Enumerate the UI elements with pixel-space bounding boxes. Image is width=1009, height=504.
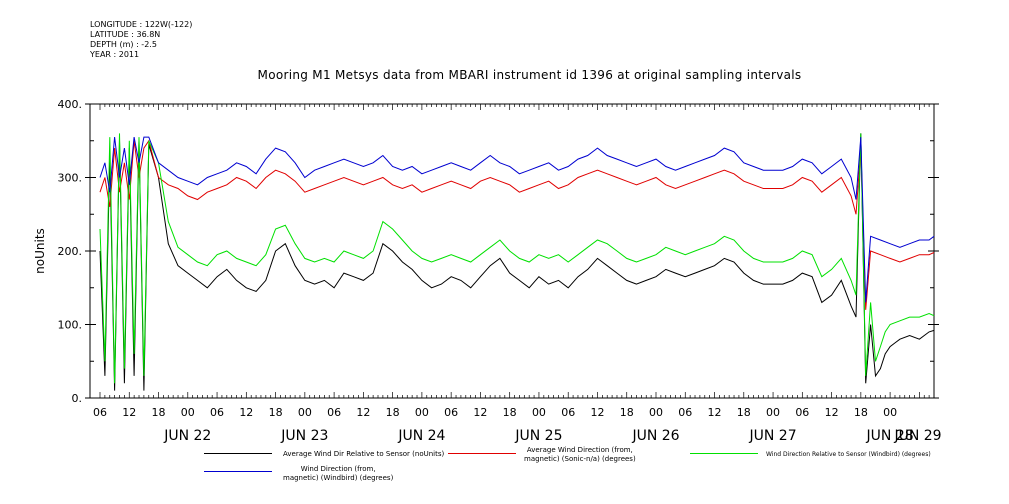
x-tick-label: 00 (649, 406, 663, 419)
x-tick-label: 12 (473, 406, 487, 419)
legend-label-red-line1: Average Wind Direction (from, (526, 446, 633, 454)
x-tick-label: 06 (444, 406, 458, 419)
x-tick-label: 18 (386, 406, 400, 419)
x-tick-label: 06 (93, 406, 107, 419)
y-tick-label: 400. (58, 98, 83, 111)
latitude-label: LATITUDE : 36.8N (90, 30, 161, 39)
x-tick-label: 18 (737, 406, 751, 419)
x-tick-label: 06 (327, 406, 341, 419)
legend-label-red-line2: magnetic) (Sonic-n/a) (degrees) (524, 455, 636, 463)
legend-label-black: Average Wind Dir Relative to Sensor (noU… (283, 450, 445, 458)
x-tick-label: 06 (561, 406, 575, 419)
legend-label-blue-line2: magnetic) (Windbird) (degrees) (283, 474, 394, 482)
x-tick-label: 12 (356, 406, 370, 419)
x-tick-label: 18 (620, 406, 634, 419)
chart-title: Mooring M1 Metsys data from MBARI instru… (257, 68, 802, 82)
x-tick-label: 00 (883, 406, 897, 419)
x-tick-label: 12 (825, 406, 839, 419)
x-tick-label: 00 (532, 406, 546, 419)
year-label: YEAR : 2011 (90, 50, 140, 59)
legend-label-blue-line1: Wind Direction (from, (300, 465, 376, 473)
x-tick-label: 18 (854, 406, 868, 419)
plot-frame (89, 103, 935, 399)
x-tick-label: 12 (122, 406, 136, 419)
x-day-label: JUN 22 (163, 428, 211, 444)
legend-label-green: Wind Direction Relative to Sensor (Windb… (766, 451, 931, 458)
x-tick-label: 06 (210, 406, 224, 419)
x-tick-label: 18 (503, 406, 517, 419)
series-line-2 (99, 133, 935, 384)
x-tick-label: 06 (678, 406, 692, 419)
series-line-3 (99, 136, 935, 303)
legend-swatch-green (690, 453, 758, 454)
x-tick-label: 18 (269, 406, 283, 419)
x-day-label: JUN 26 (631, 428, 679, 444)
y-axis-label: noUnits (33, 228, 47, 274)
legend-label-blue: Wind Direction (from, magnetic) (Windbir… (283, 465, 393, 483)
x-day-label: JUN 28 (866, 428, 914, 444)
y-tick-label: 100. (58, 319, 83, 332)
x-tick-label: 12 (239, 406, 253, 419)
x-tick-label: 12 (708, 406, 722, 419)
legend-swatch-black (204, 453, 272, 454)
x-day-label: JUN 24 (397, 428, 445, 444)
x-tick-label: 00 (181, 406, 195, 419)
x-tick-label: 00 (298, 406, 312, 419)
y-tick-label: 0. (72, 392, 83, 405)
x-day-label: JUN 25 (514, 428, 562, 444)
x-tick-label: 06 (795, 406, 809, 419)
series-line-0 (99, 133, 935, 391)
x-day-label: JUN 27 (748, 428, 796, 444)
longitude-label: LONGITUDE : 122W(-122) (90, 20, 193, 29)
x-tick-label: 18 (152, 406, 166, 419)
x-day-label: JUN 23 (280, 428, 328, 444)
series-line-1 (99, 139, 935, 310)
x-day-label: JUN 29 (893, 428, 941, 444)
legend-swatch-red (448, 453, 516, 454)
metadata-block: LONGITUDE : 122W(-122) LATITUDE : 36.8N … (90, 20, 192, 60)
x-tick-label: 12 (590, 406, 604, 419)
y-tick-label: 300. (58, 172, 83, 185)
x-tick-label: 00 (415, 406, 429, 419)
depth-label: DEPTH (m) : -2.5 (90, 40, 157, 49)
legend-label-red: Average Wind Direction (from, magnetic) … (524, 446, 636, 464)
y-tick-label: 200. (58, 245, 83, 258)
legend-swatch-blue (204, 471, 272, 472)
x-tick-label: 00 (766, 406, 780, 419)
